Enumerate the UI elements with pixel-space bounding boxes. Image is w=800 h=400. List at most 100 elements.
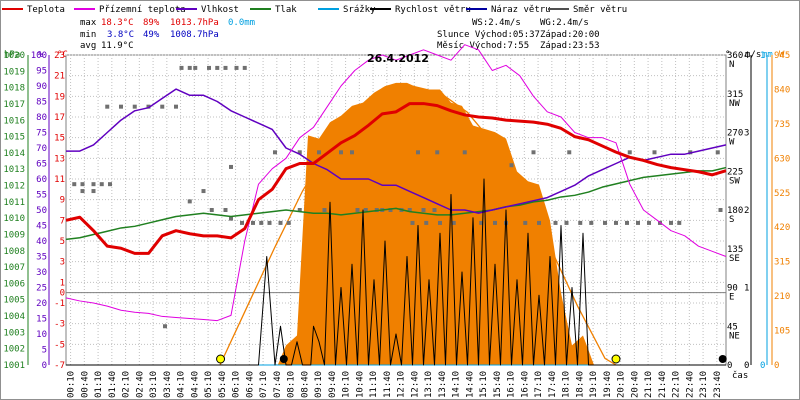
hpa-tick-label: 1010 (3, 214, 25, 224)
time-tick-label: 00:10 (67, 371, 77, 398)
wind-direction-dot (531, 150, 536, 155)
wm2-tick-label: 630 (774, 154, 790, 164)
unit-temp: °C (57, 50, 68, 60)
pressure-line (65, 166, 727, 241)
time-tick-label: 18:40 (575, 371, 585, 398)
pct-tick-label: 65 (36, 160, 47, 170)
time-tick-label: 18:10 (562, 371, 572, 398)
legend-label: Směr větru (573, 5, 627, 15)
stat-max-hum: 89% (143, 18, 160, 28)
info-wg: WG:2.4m/s (540, 18, 589, 28)
wind-direction-dot (273, 150, 277, 155)
wind-direction-dot (493, 220, 497, 225)
time-tick-label: 17:40 (548, 371, 558, 398)
dir-compass-label: SE (729, 254, 740, 264)
stat-min-hum: 49% (143, 30, 160, 40)
pct-tick-label: 55 (36, 191, 47, 201)
temp-tick-label: 11 (54, 175, 65, 185)
dir-tick-label: 225 (727, 167, 743, 177)
wind-direction-dot (416, 150, 420, 155)
time-tick-label: 00:40 (80, 371, 90, 398)
time-tick-label: 22:40 (685, 371, 695, 398)
hpa-tick-label: 1001 (3, 361, 25, 371)
ms-tick-label: 3 (744, 129, 749, 139)
stats-block: max 18.3°C 89% 1013.7hPa 0.0mm min 3.8°C… (80, 18, 255, 51)
pct-tick-label: 35 (36, 253, 47, 263)
wind-direction-dot (438, 220, 442, 225)
mm-tick-label: 0 (760, 361, 765, 371)
wind-direction-dot (578, 220, 583, 225)
hpa-tick-label: 1017 (3, 100, 25, 110)
unit-pct: % (38, 50, 44, 60)
time-tick-label: 22:10 (672, 371, 682, 398)
hpa-tick-label: 1003 (3, 328, 25, 338)
wind-direction-dot (187, 65, 192, 70)
wind-direction-dot (410, 220, 415, 225)
pct-tick-label: 85 (36, 98, 47, 108)
hpa-tick-label: 1002 (3, 345, 25, 355)
time-tick-label: 05:10 (204, 371, 214, 398)
wind-direction-dot (407, 208, 412, 212)
wind-direction-dot (223, 208, 228, 212)
unit-ms: m/s (745, 50, 761, 60)
wind-direction-dot (435, 150, 440, 155)
legend-label: Vlhkost (201, 5, 239, 15)
wind-direction-dot (259, 220, 264, 225)
moonset-marker (718, 355, 727, 363)
wind-direction-dot (267, 220, 272, 225)
wind-direction-dot (201, 189, 206, 194)
time-tick-label: 19:40 (603, 371, 613, 398)
info-sunset: Západ:20:00 (540, 30, 600, 40)
pct-tick-label: 15 (36, 315, 47, 325)
wm2-tick-label: 420 (774, 223, 790, 233)
wind-direction-dot (146, 104, 151, 109)
temp-tick-label: 17 (54, 113, 65, 123)
stat-max-temp: 18.3°C (101, 18, 134, 28)
wind-direction-dot (163, 324, 167, 329)
unit-hpa: hPa (4, 50, 20, 60)
dir-compass-label: S (729, 215, 734, 225)
time-tick-label: 02:40 (135, 371, 145, 398)
pct-tick-label: 80 (36, 113, 47, 123)
wind-direction-dot (432, 208, 437, 212)
temp-tick-label: 21 (54, 72, 65, 82)
wind-direction-dot (193, 65, 198, 70)
time-tick-label: 12:10 (397, 371, 407, 398)
dir-tick-label: 90 (727, 284, 738, 294)
wm2-tick-label: 315 (774, 258, 790, 268)
temp-tick-label: 5 (60, 237, 65, 247)
temp-tick-label: -1 (54, 299, 65, 309)
pct-tick-label: 95 (36, 67, 47, 77)
time-tick-label: 12:40 (410, 371, 420, 398)
wind-direction-dot (80, 189, 85, 194)
wind-direction-dot (317, 150, 321, 155)
wind-direction-dot (509, 163, 514, 168)
time-tick-label: 20:40 (630, 371, 640, 398)
time-tick-label: 07:10 (259, 371, 269, 398)
temp-tick-label: 9 (60, 196, 65, 206)
hpa-tick-label: 1016 (3, 116, 25, 126)
time-tick-label: 16:10 (507, 371, 517, 398)
wind-direction-dot (636, 220, 640, 225)
ms-tick-label: 1 (744, 284, 749, 294)
legend-label: Přízemní teplota (99, 5, 186, 15)
clear-sky-curve (219, 85, 617, 366)
wind-direction-dot (718, 208, 723, 212)
wind-direction-dot (251, 220, 255, 225)
hpa-tick-label: 1004 (3, 312, 25, 322)
info-block: WS:2.4m/s WG:2.4m/s Slunce Východ:05:37 … (437, 18, 600, 51)
time-tick-label: 20:10 (617, 371, 627, 398)
wind-direction-dot (462, 150, 467, 155)
temp-tick-label: 15 (54, 134, 65, 144)
wind-direction-dot (240, 220, 244, 225)
stat-avg-temp: 11.9°C (101, 41, 134, 51)
wind-speed-line (66, 178, 726, 366)
temp-tick-label: 13 (54, 154, 65, 164)
wind-direction-dot (523, 220, 528, 225)
wm2-tick-label: 525 (774, 189, 790, 199)
wind-direction-dot (223, 65, 228, 70)
time-tick-label: 21:10 (644, 371, 654, 398)
time-tick-label: 15:10 (479, 371, 489, 398)
ms-tick-label: 2 (744, 206, 749, 216)
